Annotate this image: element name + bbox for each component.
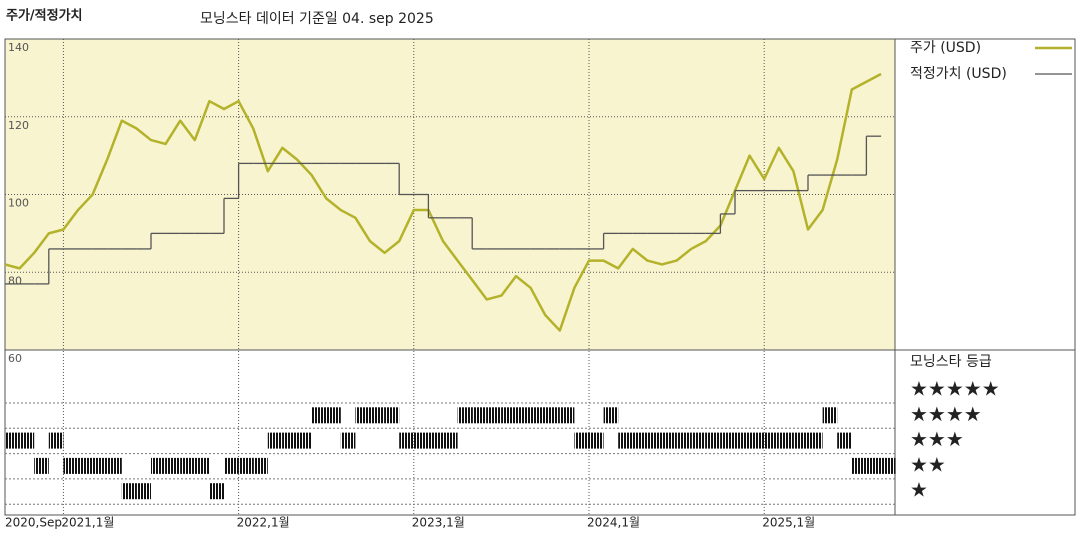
rating-bar	[559, 407, 575, 424]
rating-bar	[516, 407, 531, 424]
chart-subtitle: 모닝스타 데이터 기준일 04. sep 2025	[200, 11, 434, 27]
rating-bar	[457, 407, 473, 424]
rating-bar	[851, 457, 867, 474]
legend-label: 적정가치 (USD)	[910, 66, 1007, 82]
rating-bar	[19, 432, 35, 449]
rating-bar	[399, 432, 414, 449]
rating-level-label: ★	[910, 478, 928, 502]
x-tick-label: 2022,1월	[237, 516, 290, 530]
x-tick-label: 2020,Sep	[5, 516, 62, 530]
rating-bar	[370, 407, 385, 424]
rating-bar	[662, 432, 677, 449]
rating-bar	[384, 407, 400, 424]
rating-bar	[705, 432, 721, 449]
rating-title: 모닝스타 등급	[910, 354, 992, 370]
rating-level-label: ★★	[910, 452, 946, 476]
rating-bar	[720, 432, 735, 449]
rating-bar	[107, 457, 122, 474]
rating-bar	[443, 432, 458, 449]
rating-level-label: ★★★	[910, 427, 964, 451]
rating-bar	[676, 432, 692, 449]
rating-bar	[165, 457, 181, 474]
y-tick-label: 140	[8, 41, 29, 54]
x-tick-label: 2021,1월	[61, 516, 114, 530]
rating-bar	[428, 432, 443, 449]
y-tick-label: 100	[8, 197, 29, 210]
rating-bar	[881, 457, 896, 474]
rating-bar	[282, 432, 297, 449]
rating-bar	[778, 432, 794, 449]
rating-level-label: ★★★★	[910, 402, 982, 426]
rating-bar	[355, 407, 370, 424]
rating-bar	[472, 407, 487, 424]
rating-bar	[63, 457, 78, 474]
rating-bar	[34, 457, 49, 474]
rating-bar	[238, 457, 254, 474]
rating-bar	[297, 432, 312, 449]
rating-level-label: ★★★★★	[910, 377, 1000, 401]
rating-bar	[632, 432, 648, 449]
x-tick-label: 2023,1월	[412, 516, 465, 530]
rating-bar	[340, 432, 356, 449]
rating-bar	[180, 457, 195, 474]
chart-title: 주가/적정가치	[6, 8, 83, 24]
rating-bar	[326, 407, 341, 424]
rating-bar	[136, 483, 151, 500]
rating-bar	[618, 432, 633, 449]
rating-bar	[194, 457, 210, 474]
x-tick-label: 2024,1월	[587, 516, 640, 530]
rating-bar	[647, 432, 662, 449]
rating-bar	[530, 407, 546, 424]
x-tick-label: 2025,1월	[762, 516, 815, 530]
rating-bar	[866, 457, 881, 474]
rating-bar	[808, 432, 823, 449]
rating-bar	[121, 483, 137, 500]
rating-bar	[486, 407, 502, 424]
rating-bar	[793, 432, 808, 449]
rating-bar	[224, 457, 239, 474]
rating-bar	[764, 432, 779, 449]
rating-bar	[267, 432, 283, 449]
y-tick-label: 80	[8, 274, 22, 287]
rating-bar	[735, 432, 750, 449]
rating-bar	[574, 432, 589, 449]
rating-bar	[837, 432, 852, 449]
rating-bar	[545, 407, 560, 424]
rating-bar	[92, 457, 108, 474]
rating-bar	[822, 407, 838, 424]
rating-bar	[48, 432, 64, 449]
rating-bar	[603, 407, 619, 424]
y-tick-label: 120	[8, 119, 29, 132]
y-tick-label: 60	[8, 352, 22, 365]
rating-bar	[253, 457, 268, 474]
rating-bar	[501, 407, 516, 424]
rating-bar	[413, 432, 429, 449]
rating-bar	[209, 483, 224, 500]
rating-bar	[78, 457, 93, 474]
rating-bar	[5, 432, 20, 449]
rating-bar	[749, 432, 765, 449]
rating-bar	[311, 407, 327, 424]
rating-bar	[691, 432, 706, 449]
rating-bar	[151, 457, 166, 474]
legend-label: 주가 (USD)	[910, 40, 981, 56]
rating-bar	[589, 432, 604, 449]
